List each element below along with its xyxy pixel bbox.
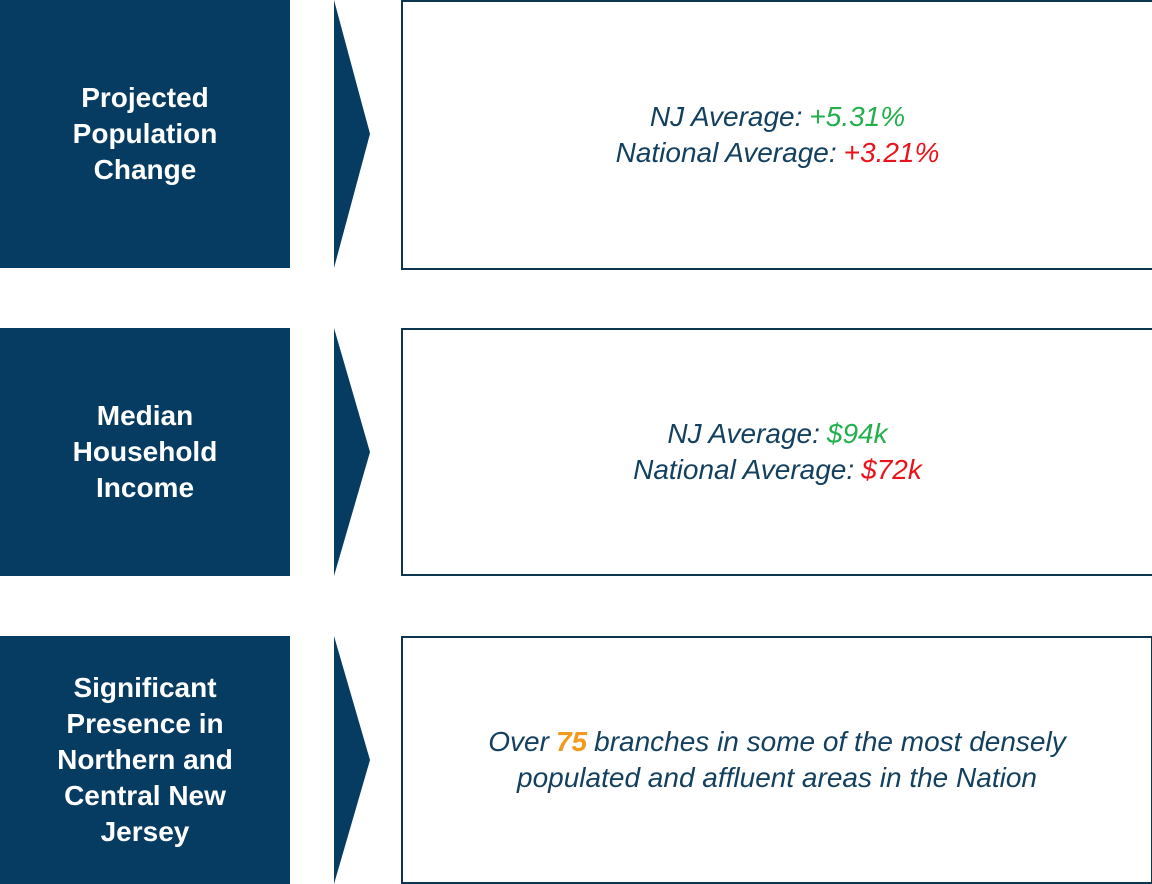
label-line: Northern and [57, 744, 233, 775]
info-text: populated and affluent areas in the Nati… [517, 762, 1037, 793]
label-line: Significant [73, 672, 217, 703]
label-line: Central New [64, 780, 226, 811]
info-text: Over [488, 726, 549, 757]
info-prefix: NJ Average: [649, 101, 803, 132]
info-number: 75 [555, 726, 588, 757]
label-line: Change [93, 154, 197, 185]
label-line: Income [95, 472, 195, 503]
info-line: populated and affluent areas in the Nati… [517, 760, 1037, 796]
info-line: National Average: $72k [633, 452, 922, 488]
info-box: Over 75 branches in some of the most dense… [401, 636, 1152, 884]
chevron [334, 0, 370, 268]
row-label-box: Significant Presence in Northern and Cen… [0, 636, 290, 884]
info-text: branches in some of the most densely [594, 726, 1066, 757]
info-line: Over 75 branches in some of the most dense… [488, 724, 1065, 760]
row-label-box: Median Household Income [0, 328, 290, 576]
info-value: $94k [826, 418, 888, 449]
label-line: Projected [81, 82, 209, 113]
info-line: NJ Average: +5.31% [650, 99, 905, 135]
info-prefix: National Average: [633, 454, 855, 485]
row-label-box: Projected Population Change [0, 0, 290, 268]
label-line: Median [96, 400, 194, 431]
label-line: Household [72, 436, 218, 467]
info-box: NJ Average: +5.31% National Average: +3.21… [401, 0, 1152, 270]
info-value: +5.31% [809, 101, 906, 132]
info-box: NJ Average: $94k National Average: $72k [401, 328, 1152, 576]
info-line: National Average: +3.21% [616, 135, 940, 171]
info-value: $72k [861, 454, 922, 485]
chevron [334, 328, 370, 576]
label-line: Presence in [66, 708, 224, 739]
label-line: Jersey [100, 816, 190, 847]
info-prefix: NJ Average: [667, 418, 820, 449]
info-line: NJ Average: $94k [667, 416, 887, 452]
info-prefix: National Average: [615, 137, 837, 168]
label-line: Population [72, 118, 218, 149]
chevron [334, 636, 370, 884]
info-value: +3.21% [843, 137, 940, 168]
